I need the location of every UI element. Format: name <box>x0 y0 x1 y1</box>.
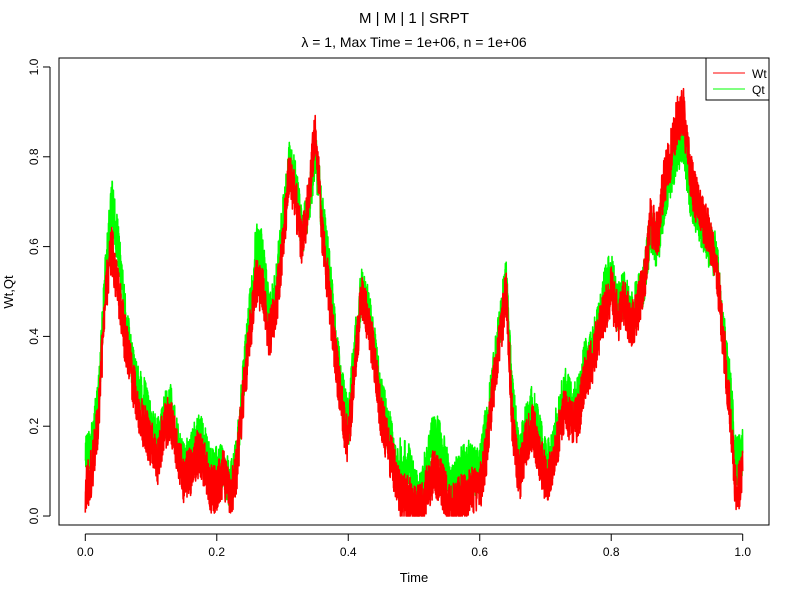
x-axis-label: Time <box>400 570 428 585</box>
x-tick-label: 0.8 <box>603 545 620 559</box>
chart-title: M | M | 1 | SRPT <box>359 10 469 27</box>
x-tick-label: 0.0 <box>77 545 94 559</box>
x-tick-label: 1.0 <box>734 545 751 559</box>
y-axis-label: Wt,Qt <box>1 275 16 309</box>
axis-layer: 0.0 0.2 0.4 0.6 0.8 1.0 0.0 0.2 0.4 0.6 0.8 1.0 <box>27 58 751 559</box>
series-line-qt <box>84 116 744 517</box>
lambda-symbol: λ <box>301 34 308 50</box>
x-tick-label: 0.6 <box>471 545 488 559</box>
legend: Wt Qt <box>705 57 770 101</box>
y-tick-label: 0.6 <box>27 238 41 255</box>
y-tick-label: 0.2 <box>27 418 41 435</box>
subtitle-rest: = 1, Max Time = 1e+06, n = 1e+06 <box>308 34 527 50</box>
y-tick-label: 0.8 <box>27 148 41 165</box>
chart-subtitle: λ = 1, Max Time = 1e+06, n = 1e+06 <box>301 34 527 50</box>
plot-frame <box>58 57 770 526</box>
series-line-wt <box>84 87 744 517</box>
legend-label-wt: Wt <box>752 67 767 81</box>
y-tick-label: 1.0 <box>27 58 41 75</box>
y-tick-label: 0.0 <box>27 507 41 524</box>
x-tick-label: 0.2 <box>208 545 225 559</box>
legend-box <box>705 57 770 101</box>
x-tick-label: 0.4 <box>340 545 357 559</box>
series-layer <box>84 87 744 517</box>
legend-label-qt: Qt <box>752 83 765 97</box>
y-tick-label: 0.4 <box>27 328 41 345</box>
